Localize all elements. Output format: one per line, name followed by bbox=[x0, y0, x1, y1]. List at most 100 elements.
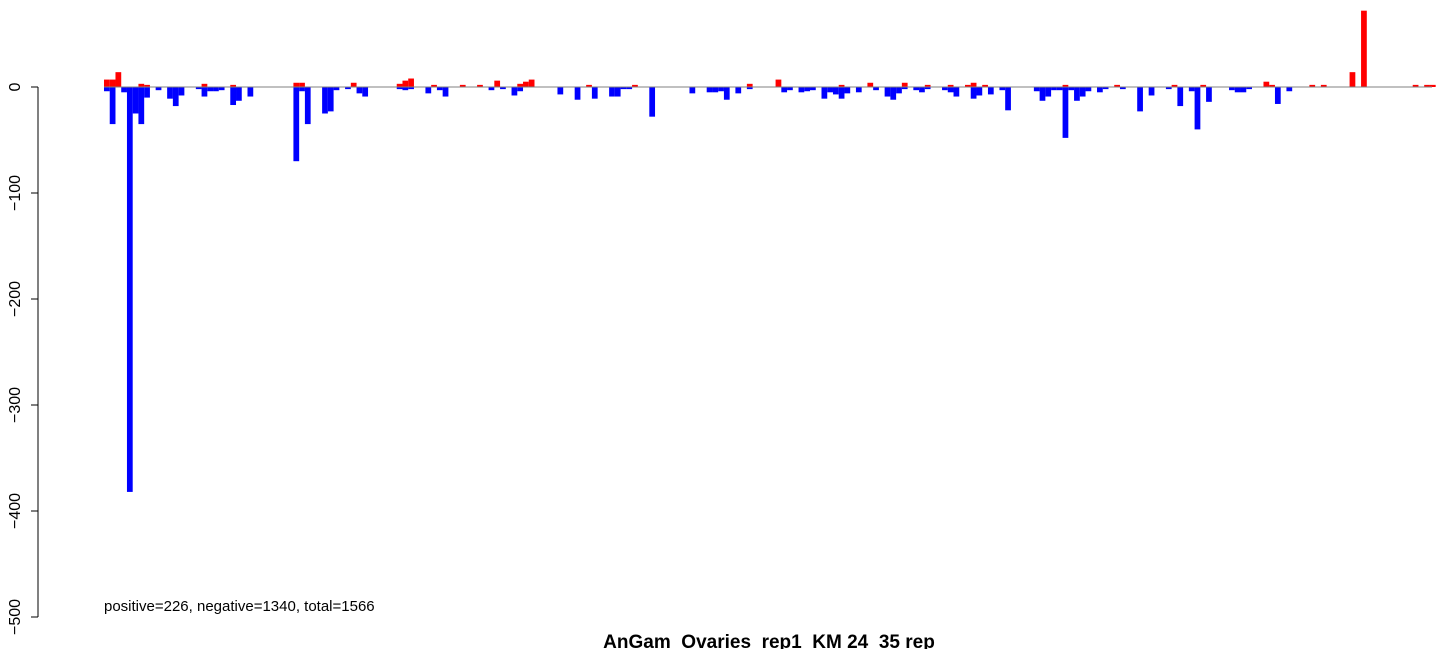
y-tick-label: 0 bbox=[7, 82, 24, 91]
y-tick-label: −100 bbox=[7, 175, 24, 211]
negative-bar bbox=[1005, 87, 1011, 111]
negative-bar bbox=[1194, 87, 1201, 130]
negative-bar bbox=[1039, 87, 1046, 101]
negative-bar bbox=[1119, 87, 1126, 90]
negative-bar bbox=[1148, 87, 1155, 96]
negative-bar bbox=[172, 87, 179, 107]
positive-bar bbox=[775, 79, 782, 87]
positive-bar bbox=[1349, 72, 1356, 87]
y-axis: 0 −100 −200 −300 −400 −500 bbox=[7, 82, 39, 635]
negative-bar bbox=[362, 87, 369, 97]
negative-bar bbox=[913, 87, 920, 91]
negative-bar bbox=[787, 87, 793, 91]
positive-bar bbox=[115, 72, 122, 87]
positive-bar bbox=[431, 84, 437, 87]
positive-bar bbox=[901, 82, 908, 87]
positive-bar bbox=[746, 83, 753, 87]
positive-bar bbox=[1200, 84, 1207, 87]
positive-bar bbox=[970, 82, 977, 87]
negative-bar bbox=[500, 87, 506, 90]
negative-bar bbox=[345, 87, 351, 90]
positive-bar bbox=[1263, 81, 1270, 87]
positive-bar bbox=[104, 79, 110, 87]
negative-bar bbox=[821, 87, 828, 99]
negative-bar bbox=[987, 87, 994, 95]
negative-bar bbox=[1274, 87, 1281, 104]
positive-bar bbox=[477, 84, 483, 87]
negative-bar bbox=[1177, 87, 1184, 107]
negative-bar bbox=[304, 87, 311, 125]
negative-bar bbox=[138, 87, 145, 125]
negative-bar bbox=[735, 87, 742, 94]
negative-bar bbox=[1246, 87, 1252, 90]
negative-bar bbox=[626, 87, 633, 90]
negative-bar bbox=[1045, 87, 1052, 97]
negative-bar bbox=[970, 87, 977, 99]
negative-bar bbox=[1229, 87, 1235, 91]
negative-bar bbox=[1079, 87, 1086, 97]
negative-bar bbox=[1085, 87, 1092, 92]
summary-annotation: positive=226, negative=1340, total=1566 bbox=[104, 598, 375, 615]
positive-bar bbox=[402, 80, 409, 87]
negative-bar bbox=[167, 87, 173, 99]
negative-bar bbox=[104, 87, 110, 92]
positive-bar bbox=[1114, 84, 1120, 87]
negative-bar bbox=[614, 87, 621, 97]
negative-bar bbox=[402, 87, 409, 91]
negative-bar bbox=[953, 87, 960, 97]
negative-bar bbox=[844, 87, 851, 94]
positive-bar bbox=[1429, 84, 1436, 87]
negative-bar bbox=[1068, 87, 1075, 91]
negative-bar bbox=[408, 87, 414, 90]
negative-bar bbox=[1062, 87, 1069, 138]
positive-bar bbox=[459, 84, 466, 87]
positive-bar bbox=[867, 82, 874, 87]
positive-bar bbox=[230, 84, 237, 87]
negative-bar bbox=[781, 87, 788, 93]
y-tick-label: −400 bbox=[7, 493, 24, 529]
positive-bar bbox=[1269, 84, 1275, 87]
positive-bar bbox=[586, 84, 592, 87]
negative-bar bbox=[236, 87, 242, 101]
negative-bar bbox=[873, 87, 879, 91]
positive-bar bbox=[528, 79, 535, 87]
negative-bar bbox=[827, 87, 833, 93]
negative-bar bbox=[1102, 87, 1109, 90]
negative-bar bbox=[293, 87, 300, 162]
positive-bar bbox=[1320, 84, 1327, 87]
negative-bar bbox=[436, 87, 443, 91]
negative-bar bbox=[798, 87, 805, 93]
negative-bar bbox=[1206, 87, 1212, 102]
negative-bar bbox=[201, 87, 208, 97]
chart-title: AnGam_Ovaries_rep1_KM 24_35 rep bbox=[603, 632, 935, 649]
positive-bar bbox=[982, 84, 988, 87]
negative-bar bbox=[218, 87, 225, 91]
negative-bar bbox=[195, 87, 202, 90]
y-tick-label: −200 bbox=[7, 281, 24, 317]
positive-bar bbox=[947, 84, 954, 87]
negative-bar bbox=[425, 87, 432, 94]
negative-bar bbox=[356, 87, 363, 94]
negative-bar bbox=[804, 87, 811, 92]
negative-bar bbox=[207, 87, 214, 92]
negative-bar bbox=[1240, 87, 1247, 93]
negative-bar bbox=[609, 87, 615, 97]
positive-bar bbox=[494, 80, 501, 87]
positive-bar bbox=[293, 82, 300, 87]
negative-bar bbox=[333, 87, 340, 91]
negative-bar bbox=[155, 87, 162, 91]
negative-bar bbox=[838, 87, 845, 99]
negative-bar bbox=[178, 87, 185, 96]
positive-bar bbox=[517, 83, 524, 87]
negative-bar bbox=[247, 87, 254, 97]
positive-bar bbox=[1412, 84, 1419, 87]
positive-bar bbox=[1361, 10, 1367, 87]
negative-bar bbox=[1188, 87, 1195, 92]
positive-bar bbox=[144, 84, 150, 87]
negative-bar bbox=[1056, 87, 1063, 91]
positive-bar bbox=[965, 84, 971, 87]
negative-bar bbox=[1074, 87, 1080, 101]
negative-bar bbox=[810, 87, 816, 91]
negative-bar bbox=[718, 87, 724, 92]
